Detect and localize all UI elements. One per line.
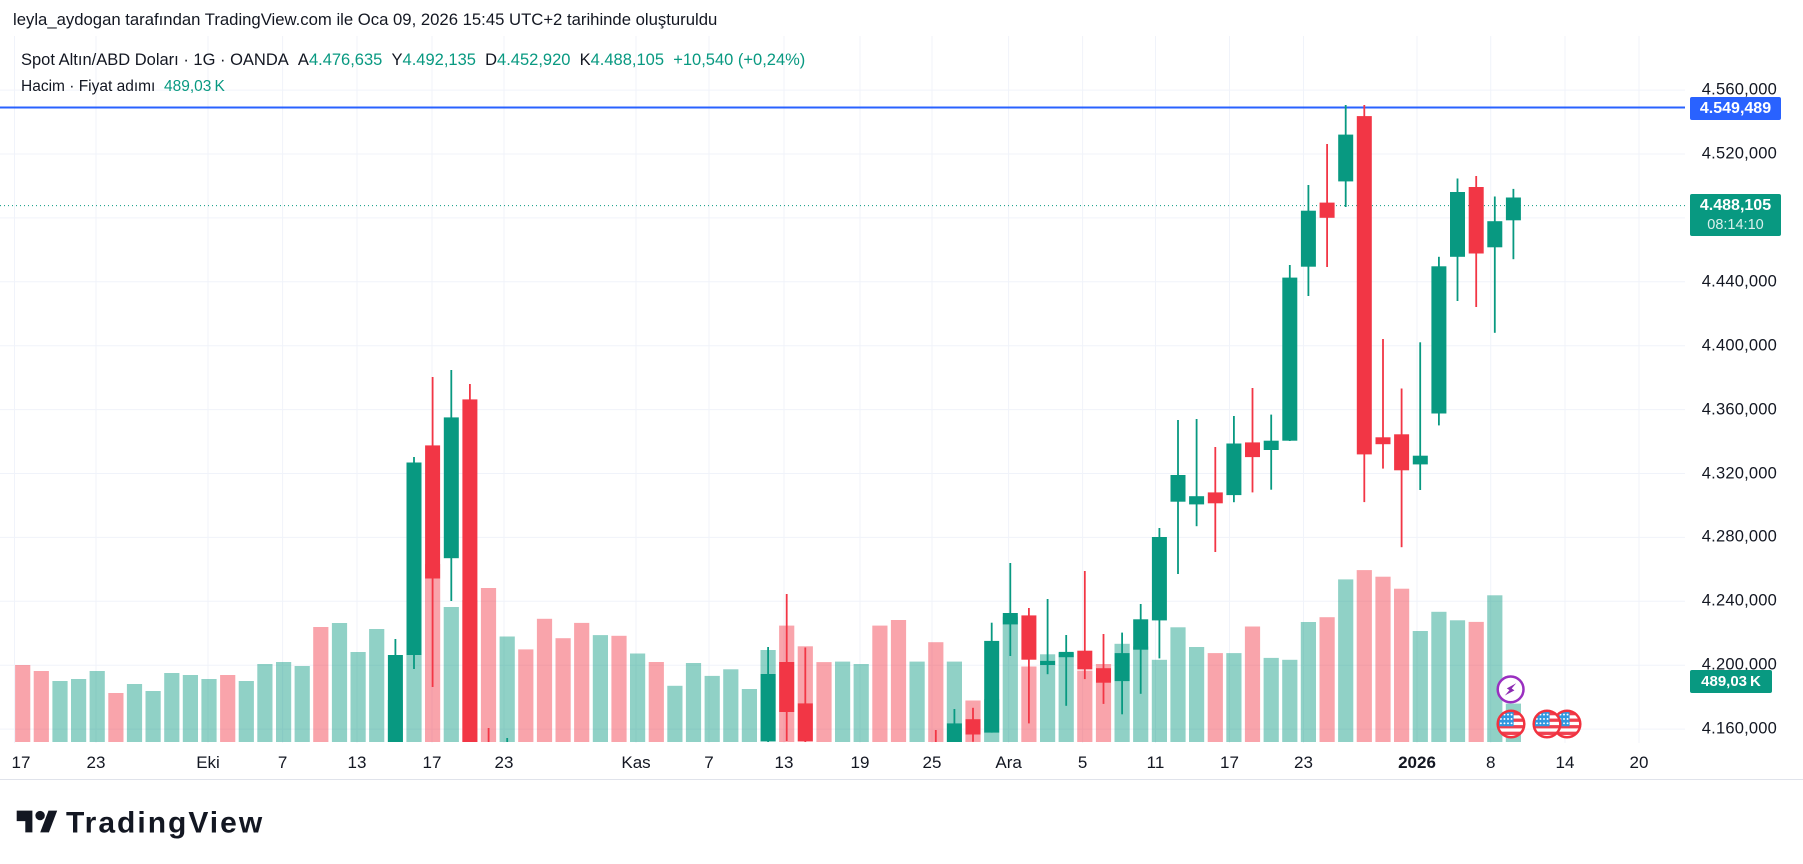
svg-text:TradingView: TradingView xyxy=(66,809,264,840)
